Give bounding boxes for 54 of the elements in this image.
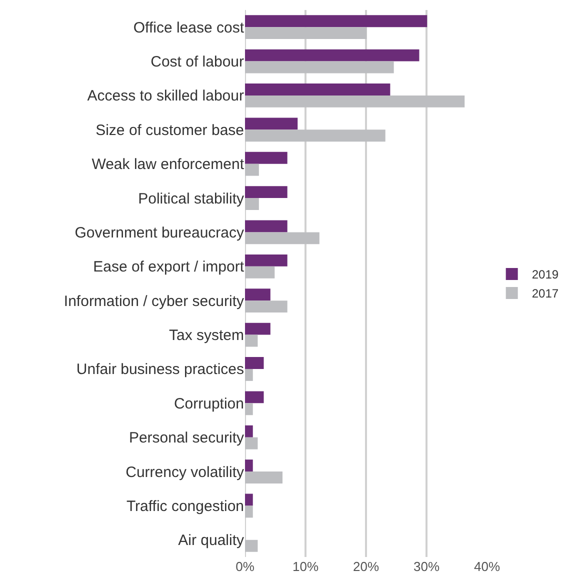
- bar: [245, 368, 253, 381]
- legend-label: 2019: [532, 268, 559, 282]
- bar: [245, 152, 288, 164]
- y-tick-label: Weak law enforcement: [92, 156, 245, 174]
- bar: [245, 460, 253, 472]
- y-tick-label: Information / cyber security: [64, 292, 244, 310]
- y-tick-label: Tax system: [168, 327, 244, 344]
- x-tick-label: 10%: [292, 559, 319, 574]
- legend-label: 2017: [532, 286, 559, 301]
- bar: [245, 220, 288, 232]
- bar: [245, 49, 420, 62]
- bar: [245, 266, 275, 278]
- y-tick-label: Cost of labour: [150, 54, 244, 71]
- bar: [245, 403, 253, 416]
- bar: [245, 27, 367, 40]
- y-tick-label: Air quality: [178, 532, 244, 550]
- bar: [245, 494, 253, 506]
- bar: [245, 198, 259, 210]
- y-tick-label: Government bureaucracy: [74, 224, 244, 242]
- bar: [245, 506, 253, 518]
- x-tick-label: 0%: [236, 559, 255, 574]
- x-tick-label: 20%: [352, 559, 380, 574]
- bar: [245, 322, 270, 335]
- y-tick-label: Office lease cost: [133, 19, 245, 36]
- bar: [245, 232, 320, 244]
- bar: [245, 164, 259, 176]
- y-tick-label: Political stability: [138, 190, 244, 208]
- y-tick-label: Ease of export / import: [93, 258, 245, 276]
- bar: [245, 391, 264, 404]
- bar: [245, 254, 288, 266]
- bar: [245, 357, 264, 369]
- bar: [245, 540, 258, 552]
- bar: [245, 300, 288, 313]
- x-tick-label: 40%: [474, 559, 500, 574]
- bar: [245, 288, 270, 301]
- bar: [245, 130, 386, 142]
- bar: [245, 15, 428, 28]
- y-tick-label: Access to skilled labour: [87, 88, 244, 105]
- bar: [245, 334, 258, 347]
- y-tick-label: Size of customer base: [96, 122, 244, 139]
- bar: [245, 61, 394, 74]
- bar: [245, 425, 253, 438]
- bar: [245, 437, 258, 450]
- bar: [245, 118, 298, 130]
- bar: [245, 186, 288, 198]
- y-tick-label: Unfair business practices: [76, 361, 244, 378]
- y-tick-label: Traffic congestion: [126, 498, 244, 515]
- y-tick-label: Currency volatility: [126, 464, 244, 481]
- bar: [245, 472, 283, 484]
- bar: [245, 84, 390, 96]
- y-tick-label: Personal security: [128, 430, 244, 447]
- x-tick-label: 30%: [413, 559, 440, 574]
- bar: [245, 95, 465, 108]
- y-tick-label: Corruption: [174, 395, 244, 412]
